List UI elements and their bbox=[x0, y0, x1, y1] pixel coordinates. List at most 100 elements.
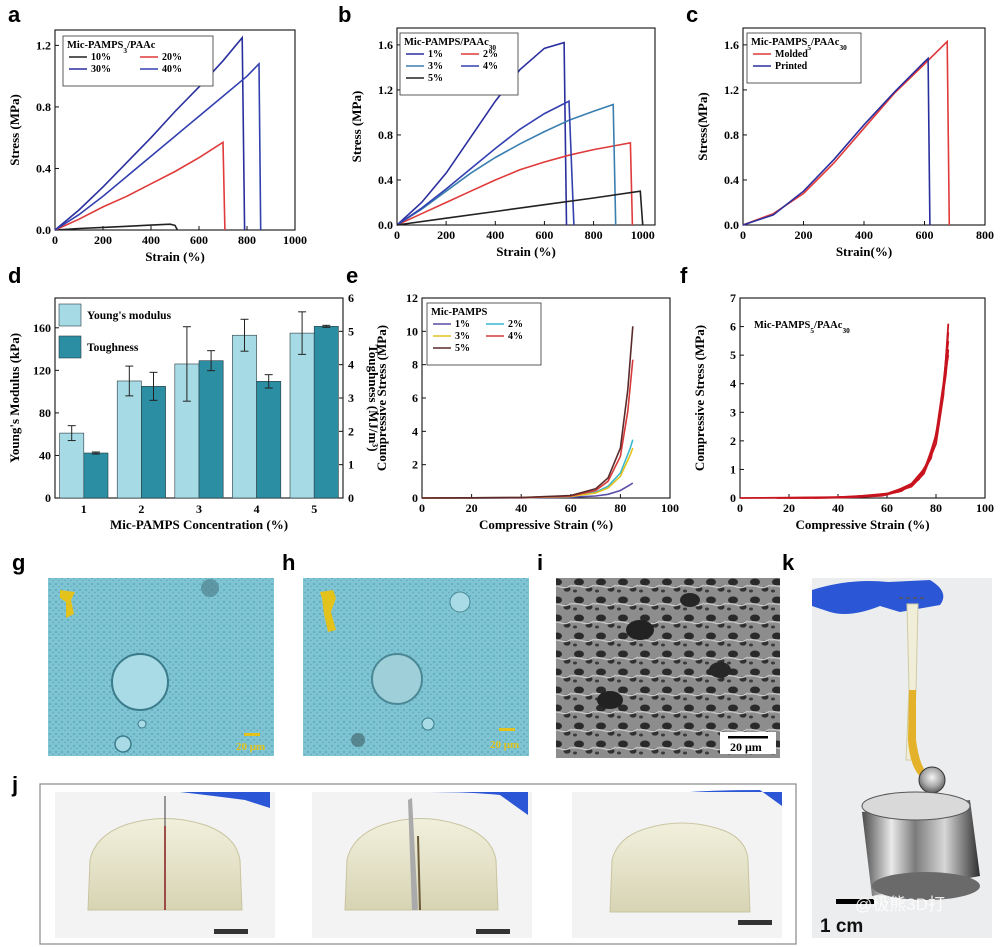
y-tick-label: 0.0 bbox=[724, 218, 739, 232]
plot-frame bbox=[54, 29, 296, 231]
legend-box bbox=[399, 32, 519, 96]
x-axis-label: Compressive Strain (%) bbox=[795, 517, 929, 532]
panel-letter-g: g bbox=[12, 550, 25, 575]
panel-letter-f: f bbox=[680, 263, 688, 288]
panel-letter-e: e bbox=[346, 263, 358, 288]
legend-label: Molded bbox=[775, 49, 808, 60]
x-tick-label: 40 bbox=[515, 501, 527, 515]
legend-label: 3% bbox=[428, 61, 443, 72]
legend-label: 30% bbox=[91, 64, 111, 75]
y-axis-label: Stress (MPa) bbox=[7, 94, 22, 166]
bar-toughness bbox=[313, 326, 339, 499]
x-axis-label: Strain (%) bbox=[145, 249, 205, 264]
y2-tick-label: 0 bbox=[348, 491, 354, 505]
y-tick-label: 0.4 bbox=[36, 161, 51, 175]
legend-title: Mic-PAMPS5/PAAc30 bbox=[751, 37, 847, 52]
x-tick-label: 200 bbox=[795, 228, 813, 242]
bar-youngs-modulus bbox=[59, 432, 85, 499]
series-line-20% bbox=[54, 140, 226, 231]
bar-toughness bbox=[198, 360, 224, 499]
y-tick-label: 160 bbox=[33, 321, 51, 335]
series-line-curve-3 bbox=[788, 340, 950, 499]
legend-label: 20% bbox=[162, 52, 182, 63]
y-tick-label: 0 bbox=[45, 491, 51, 505]
series-line-Printed bbox=[742, 56, 931, 226]
x-tick-label: 40 bbox=[832, 501, 844, 515]
x-tick-label: 400 bbox=[486, 228, 504, 242]
panel-letter-k: k bbox=[782, 550, 795, 575]
series-line-2% bbox=[396, 141, 634, 226]
y-tick-label: 12 bbox=[406, 291, 418, 305]
y2-tick-label: 3 bbox=[348, 391, 354, 405]
x-tick-label: 80 bbox=[930, 501, 942, 515]
legend-box bbox=[746, 32, 862, 84]
x-tick-label: 800 bbox=[585, 228, 603, 242]
panel-letter-c: c bbox=[686, 2, 698, 27]
series-line-3% bbox=[421, 447, 634, 499]
sem-image-i: 20 μm bbox=[556, 578, 780, 758]
x-tick-label: 1 bbox=[81, 502, 87, 516]
y-tick-label: 0.0 bbox=[36, 223, 51, 237]
y-tick-label: 0.4 bbox=[378, 173, 393, 187]
panel-letter-h: h bbox=[282, 550, 295, 575]
y2-tick-label: 2 bbox=[348, 424, 354, 438]
micrograph-g: 20 μm bbox=[48, 578, 274, 756]
legend-swatch bbox=[58, 303, 82, 327]
y-tick-label: 0.8 bbox=[724, 128, 739, 142]
stretched-dogbone-icon bbox=[320, 590, 336, 632]
y-tick-label: 1.6 bbox=[378, 38, 393, 52]
legend-label: Young's modulus bbox=[87, 310, 172, 322]
scalebar-label-h: 20 μm bbox=[490, 739, 519, 751]
x-tick-label: 1000 bbox=[283, 233, 307, 247]
y-tick-label: 0.4 bbox=[724, 173, 739, 187]
y-tick-label: 4 bbox=[412, 424, 418, 438]
scalebar-label-i: 20 μm bbox=[730, 740, 762, 754]
y-tick-label: 0 bbox=[412, 491, 418, 505]
y-tick-label: 2 bbox=[730, 434, 736, 448]
bar-youngs-modulus bbox=[116, 380, 142, 499]
micrograph-h: 20 μm bbox=[303, 578, 529, 756]
x-tick-label: 200 bbox=[437, 228, 455, 242]
y-tick-label: 7 bbox=[730, 291, 736, 305]
x-tick-label: 200 bbox=[94, 233, 112, 247]
x-tick-label: 600 bbox=[190, 233, 208, 247]
y-tick-label: 0.8 bbox=[36, 100, 51, 114]
x-tick-label: 4 bbox=[254, 502, 260, 516]
y-tick-label: 0 bbox=[730, 491, 736, 505]
x-tick-label: 400 bbox=[142, 233, 160, 247]
series-line-30% bbox=[54, 35, 246, 231]
x-tick-label: 800 bbox=[976, 228, 994, 242]
photo-j-2 bbox=[312, 792, 532, 938]
legend-label: Printed bbox=[775, 61, 808, 72]
legend-label: 1% bbox=[455, 319, 470, 330]
panel-letter-j: j bbox=[11, 772, 18, 797]
x-tick-label: 80 bbox=[614, 501, 626, 515]
x-tick-label: 0 bbox=[740, 228, 746, 242]
chart-annotation: Mic-PAMPS5/PAAc30 bbox=[754, 320, 850, 335]
y-tick-label: 0.0 bbox=[378, 218, 393, 232]
plot-frame bbox=[739, 297, 986, 499]
legend-title: Mic-PAMPS/PAAc30 bbox=[404, 37, 496, 52]
y-tick-label: 1.6 bbox=[724, 38, 739, 52]
legend-box bbox=[62, 35, 214, 87]
x-tick-label: 3 bbox=[196, 502, 202, 516]
legend-label: 1% bbox=[428, 49, 443, 60]
x-tick-label: 20 bbox=[783, 501, 795, 515]
chart-e: 0 20 40 60 80 100 0 2 4 6 8 10 12 Compressive Strain … bbox=[374, 291, 679, 532]
x-tick-label: 0 bbox=[737, 501, 743, 515]
series-line-curve-5 bbox=[813, 354, 950, 499]
series-line-40% bbox=[54, 61, 262, 231]
y-tick-label: 6 bbox=[412, 391, 418, 405]
y-tick-label: 40 bbox=[39, 448, 51, 462]
legend-label: 4% bbox=[508, 331, 523, 342]
y-tick-label: 120 bbox=[33, 363, 51, 377]
legend-label: 5% bbox=[428, 73, 443, 84]
y-tick-label: 1.2 bbox=[36, 38, 51, 52]
x-axis-label: Compressive Strain (%) bbox=[479, 517, 613, 532]
chart-d: 1 2 3 4 5 0 40 80 120 160 0 1 2 3 4 5 6 Mic-PAMPS Concent… bbox=[7, 291, 381, 532]
y2-axis-label: Toughness (MJ/m³) bbox=[366, 344, 381, 451]
y2-tick-label: 6 bbox=[348, 291, 354, 305]
bar-toughness bbox=[256, 381, 282, 499]
x-tick-label: 600 bbox=[535, 228, 553, 242]
photo-strip-j bbox=[39, 783, 797, 945]
